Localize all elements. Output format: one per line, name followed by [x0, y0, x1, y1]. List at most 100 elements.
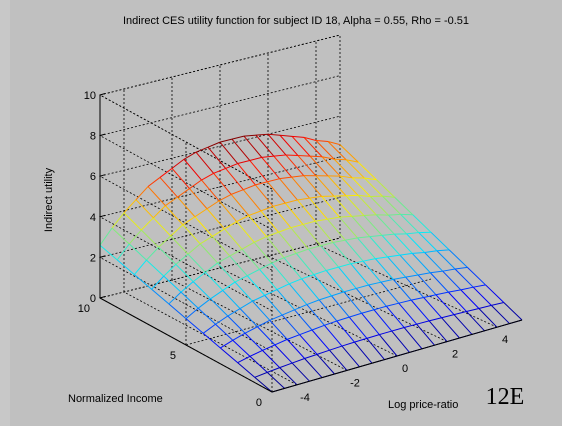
surface-mesh-line [266, 371, 285, 389]
surface-mesh-line [189, 179, 202, 189]
surface-mesh-line [326, 266, 339, 271]
surface-mesh-line [146, 259, 165, 277]
surface-mesh-line [187, 253, 206, 273]
surface-mesh-line [324, 320, 337, 326]
surface-mesh-line [436, 249, 450, 252]
surface-mesh-line [152, 205, 166, 219]
surface-mesh-line [357, 161, 377, 181]
surface-mesh-line [423, 294, 437, 298]
surface-mesh-line [128, 229, 142, 245]
surface-mesh-line [388, 214, 407, 235]
surface-mesh-line [259, 269, 278, 290]
x-axis-label: Log price-ratio [388, 399, 458, 411]
surface-mesh-line [236, 221, 255, 243]
surface-mesh-line [418, 232, 438, 252]
surface-mesh-line [324, 324, 343, 347]
surface-mesh-line [460, 286, 474, 291]
x-tick-label: -4 [300, 392, 310, 404]
surface-mesh-line [279, 134, 299, 156]
surface-mesh-line [354, 337, 367, 343]
surface-mesh-line [416, 320, 430, 325]
surface-mesh-line [289, 278, 302, 285]
surface-mesh-line [405, 274, 419, 278]
surface-mesh-line [201, 172, 214, 181]
surface-mesh-line [262, 344, 276, 351]
surface-mesh-line [304, 358, 323, 378]
x-axis [271, 319, 523, 393]
surface-mesh-line [311, 324, 325, 331]
surface-mesh-line [271, 262, 290, 285]
surface-mesh-line [243, 134, 257, 137]
surface-mesh-line [290, 227, 309, 250]
surface-mesh-line [249, 156, 262, 161]
surface-mesh-line [348, 316, 368, 339]
surface-mesh-line [375, 256, 388, 260]
surface-mesh-line [338, 266, 357, 289]
surface-mesh-line [227, 315, 246, 334]
surface-mesh-line [165, 205, 184, 226]
surface-mesh-line [297, 155, 311, 157]
surface-mesh-line [472, 286, 492, 306]
surface-mesh-line [334, 158, 347, 161]
surface-mesh-line [278, 231, 297, 254]
surface-mesh-line [210, 290, 224, 300]
surface-mesh-line [332, 242, 352, 265]
surface-mesh-line [356, 284, 369, 289]
surface-mesh-line [380, 278, 394, 283]
surface-mesh-line [236, 215, 250, 222]
surface-mesh-line [454, 268, 474, 288]
surface-mesh-line [232, 339, 251, 357]
surface-mesh-line [309, 155, 323, 158]
surface-mesh-line [175, 253, 189, 265]
surface-mesh-line [340, 175, 353, 179]
surface-mesh-line [315, 175, 335, 197]
surface-mesh-line [466, 311, 485, 332]
surface-mesh-line [274, 344, 293, 364]
surface-mesh-line [185, 318, 204, 334]
surface-mesh-line [261, 157, 280, 179]
surface-mesh-line [315, 140, 335, 160]
surface-mesh-line [195, 146, 209, 153]
surface-mesh-line [345, 195, 365, 216]
surface-mesh-line [272, 202, 286, 207]
surface-mesh-line [333, 195, 353, 217]
surface-mesh-line [140, 229, 159, 248]
z-tick-mark [99, 296, 106, 299]
surface-mesh-line [364, 177, 377, 181]
z-tick-label: 6 [90, 171, 96, 183]
z-tick-label: 10 [84, 90, 96, 102]
surface-mesh-line [211, 236, 231, 257]
surface-mesh-line [234, 281, 253, 302]
surface-mesh-line [345, 159, 365, 179]
surface-mesh-line [299, 329, 313, 336]
surface-mesh-line [249, 349, 263, 357]
surface-mesh-line [412, 252, 425, 254]
surface-mesh-line [361, 312, 380, 335]
surface-mesh-line [135, 199, 154, 219]
surface-mesh-line [388, 213, 401, 216]
surface-mesh-line [304, 353, 318, 359]
box-edge [99, 34, 341, 96]
surface-mesh-line [243, 184, 256, 191]
surface-mesh-line [224, 228, 243, 250]
surface-mesh-line [281, 309, 295, 316]
figure-canvas: 0 2 4 6 8 10 0 5 10 -4 -2 0 2 4 Indirect CES utility … [10, 0, 562, 426]
surface-mesh-line [363, 214, 377, 217]
surface-mesh-line [249, 355, 268, 373]
surface-mesh-line [217, 262, 236, 283]
surface-mesh-line [411, 296, 424, 301]
surface-mesh-line [327, 141, 341, 146]
surface-mesh-line [350, 260, 364, 265]
surface-mesh-line [202, 332, 221, 349]
surface-mesh-line [294, 304, 308, 311]
surface-mesh-line [168, 291, 182, 305]
surface-mesh-line [320, 241, 334, 247]
surface-mesh-line [448, 289, 461, 293]
surface-mesh-line [392, 279, 412, 301]
surface-mesh-line [183, 158, 202, 181]
surface-mesh-line [269, 314, 283, 321]
surface-mesh-line [205, 271, 224, 291]
surface-mesh-line [412, 214, 432, 233]
